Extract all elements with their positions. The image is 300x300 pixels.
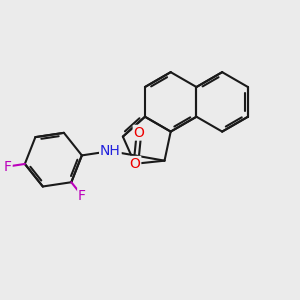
Text: NH: NH [100,144,121,158]
Text: F: F [78,189,86,203]
Text: F: F [4,160,12,173]
Text: O: O [130,157,140,171]
Text: O: O [134,126,145,140]
